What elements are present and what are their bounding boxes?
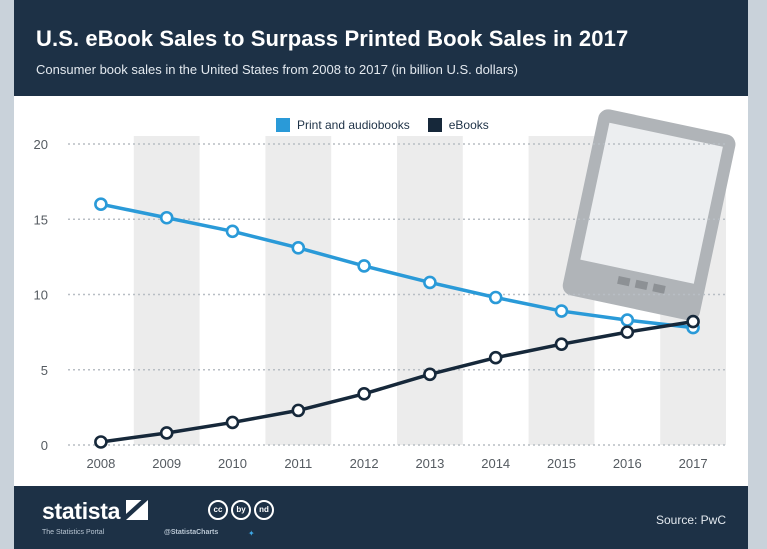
tablet-screen	[580, 122, 723, 284]
ebooks-series-point	[291, 403, 306, 418]
tablet-button	[617, 275, 631, 287]
ebooks-series-point	[620, 325, 635, 339]
x-tick-label: 2013	[415, 456, 444, 471]
print-series-point	[225, 224, 240, 239]
license-icons[interactable]: cc by nd	[208, 500, 274, 520]
ebooks-series-point	[357, 387, 371, 401]
legend-item-ebooks: eBooks	[427, 118, 489, 132]
column-band	[133, 136, 200, 445]
ebooks-series-point	[554, 337, 569, 351]
brand-tagline: The Statistics Portal	[42, 529, 105, 536]
header-banner: U.S. eBook Sales to Surpass Printed Book…	[14, 0, 748, 96]
footer-banner: statista cc by nd The Statistics Portal …	[14, 486, 748, 549]
print-series-line	[100, 202, 694, 330]
legend-swatch-print	[276, 118, 290, 132]
x-tick-label: 2017	[679, 456, 708, 471]
ebooks-series-point	[488, 350, 503, 365]
ebooks-series-point	[686, 314, 700, 329]
x-tick-label: 2008	[86, 456, 115, 471]
x-tick-label: 2015	[547, 456, 576, 471]
ebooks-series-point	[225, 415, 240, 430]
legend-label-print: Print and audiobooks	[297, 118, 410, 132]
tablet-button	[634, 279, 649, 291]
x-tick-label: 2011	[284, 456, 312, 471]
y-tick-label: 15	[34, 212, 48, 227]
print-series-point	[291, 241, 306, 255]
column-band	[265, 136, 332, 445]
x-tick-label: 2016	[613, 456, 642, 471]
source-note: Source: PwC	[655, 513, 726, 527]
x-tick-label: 2012	[350, 456, 379, 471]
print-series-point	[357, 259, 371, 273]
print-series-point	[159, 210, 174, 225]
column-band	[397, 136, 463, 445]
y-tick-label: 0	[41, 438, 48, 453]
chart-legend: Print and audiobooks eBooks	[276, 118, 489, 132]
print-series-point	[423, 275, 437, 290]
x-tick-label: 2014	[481, 456, 510, 471]
creative-commons-icon: cc	[208, 500, 228, 520]
legend-label-ebooks: eBooks	[448, 118, 489, 132]
twitter-bird-icon: ✦	[248, 529, 255, 538]
legend-item-print: Print and audiobooks	[276, 118, 410, 132]
print-series-point	[94, 197, 108, 211]
print-series-point	[620, 313, 635, 327]
twitter-handle[interactable]: @StatistaCharts	[164, 529, 219, 536]
print-series-point	[488, 290, 503, 305]
ebooks-series-point	[423, 367, 437, 382]
ebooks-series-point	[94, 435, 108, 449]
print-series-point	[554, 304, 569, 318]
y-tick-label: 5	[41, 363, 48, 378]
chart-subtitle: Consumer book sales in the United States…	[36, 62, 518, 77]
ebooks-series-line	[100, 319, 694, 444]
y-tick-label: 20	[34, 137, 48, 152]
tablet-button	[652, 283, 666, 294]
ebooks-series-point	[159, 426, 174, 440]
chart-title: U.S. eBook Sales to Surpass Printed Book…	[36, 26, 629, 51]
infographic: U.S. eBook Sales to Surpass Printed Book…	[14, 0, 748, 549]
no-derivatives-icon: nd	[254, 500, 274, 520]
x-tick-label: 2009	[152, 456, 181, 471]
tablet-icon	[562, 109, 736, 321]
x-tick-label: 2010	[218, 456, 247, 471]
legend-swatch-ebooks	[427, 118, 442, 132]
attribution-icon: by	[231, 500, 251, 520]
statista-logo[interactable]: statista	[42, 498, 121, 524]
y-tick-label: 10	[34, 288, 48, 303]
line-chart: 0 5 10 15 20 2008 2009 2010 2011 2012 2013 2014 2015…	[34, 109, 736, 471]
